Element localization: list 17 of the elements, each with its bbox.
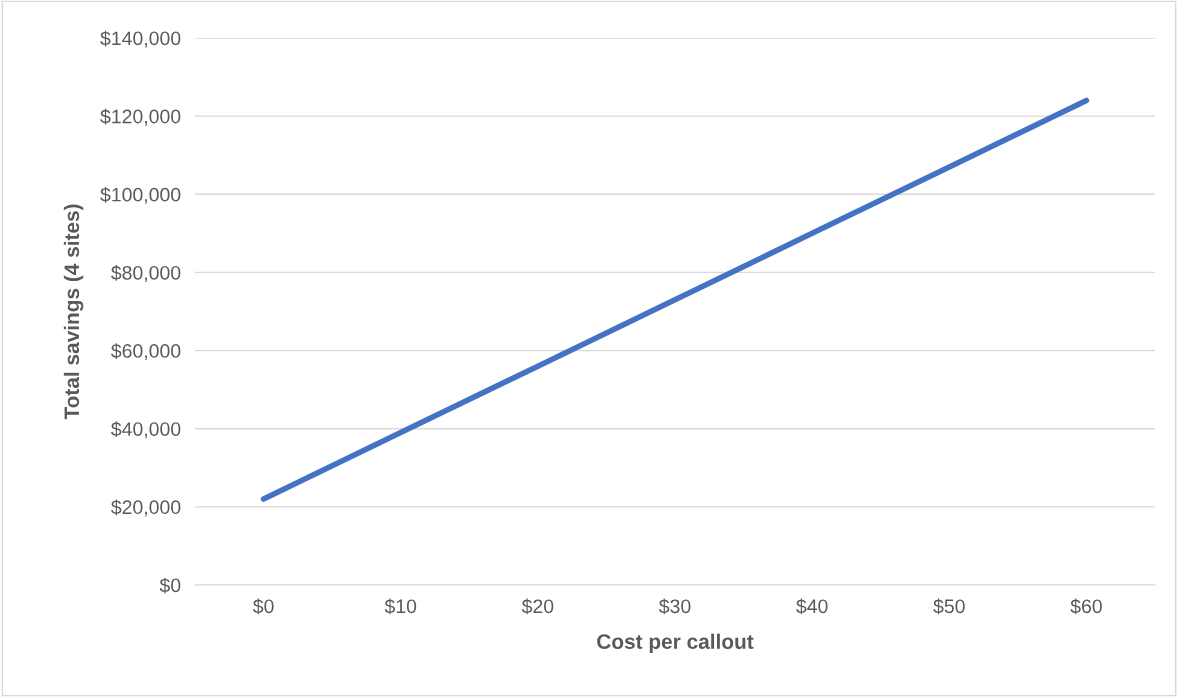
x-tick-label: $0 xyxy=(252,598,274,615)
y-tick-label: $80,000 xyxy=(111,265,181,282)
y-tick-label: $60,000 xyxy=(111,343,181,361)
x-tick-label: $50 xyxy=(933,598,965,615)
x-axis-title: Cost per callout xyxy=(597,633,754,654)
y-tick-label: $40,000 xyxy=(111,421,181,439)
y-tick-label: $120,000 xyxy=(100,108,181,126)
y-tick-label: $0 xyxy=(159,577,181,594)
x-tick-label: $40 xyxy=(796,598,828,615)
y-axis-title: Total savings (4 sites) xyxy=(63,204,84,420)
y-tick-label: $100,000 xyxy=(100,186,181,204)
x-tick-label: $20 xyxy=(521,598,554,615)
y-tick-label: $140,000 xyxy=(100,30,181,48)
x-tick-label: $60 xyxy=(1070,598,1102,615)
y-tick-label: $20,000 xyxy=(111,499,181,517)
x-tick-label: $10 xyxy=(384,598,417,615)
x-tick-label: $30 xyxy=(658,598,691,615)
